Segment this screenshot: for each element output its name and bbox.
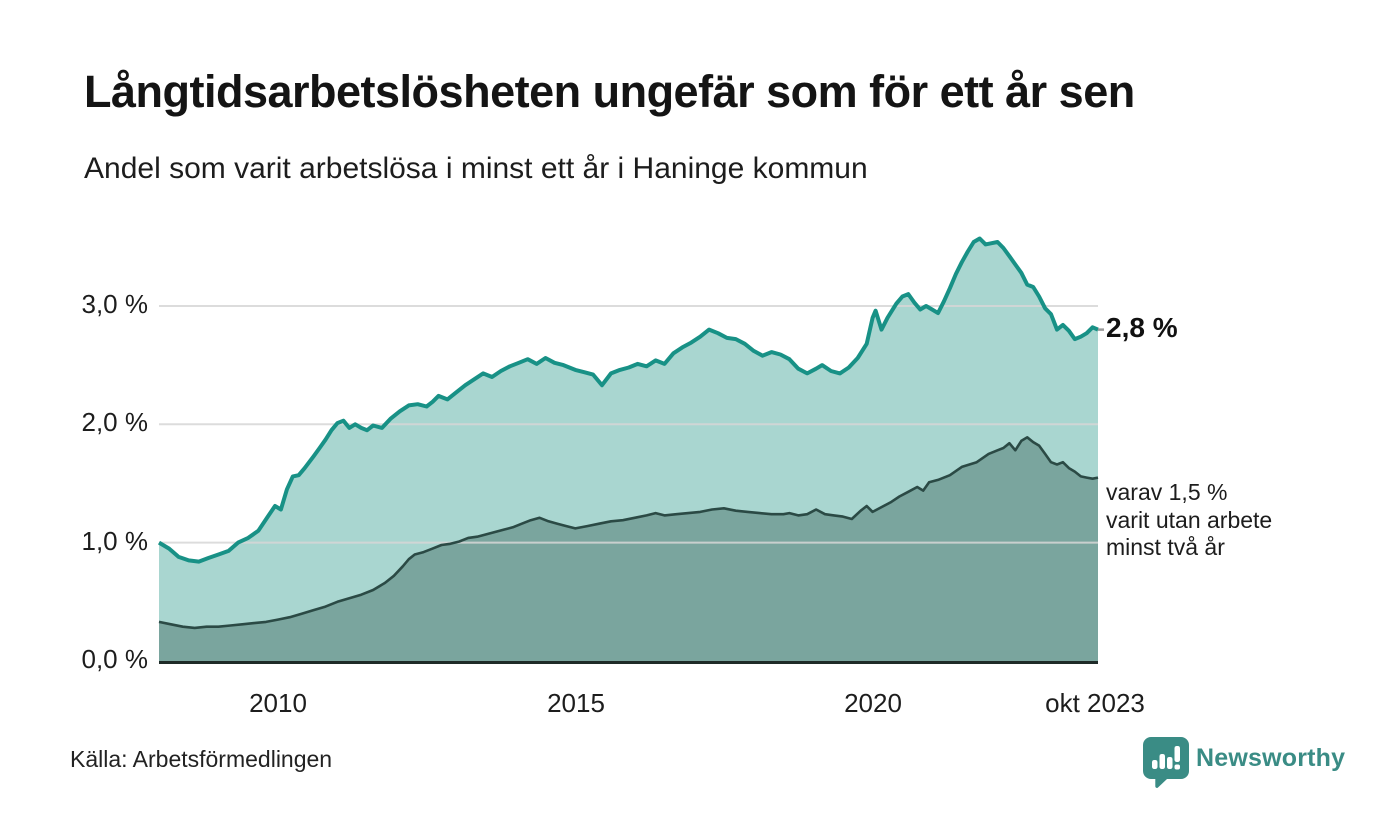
- x-tick-okt-2023: okt 2023: [1045, 688, 1145, 718]
- series2-line: [158, 436, 1099, 630]
- x-tick-2010: 2010: [249, 688, 307, 718]
- y-tick-2: 2,0 %: [81, 407, 149, 437]
- newsworthy-wordmark: Newsworthy: [1196, 744, 1346, 772]
- series2-end-note-line1: varav 1,5 %: [1106, 479, 1228, 506]
- y-tick-0: 0,0 %: [81, 644, 149, 674]
- source-note: Källa: Arbetsförmedlingen: [70, 746, 333, 772]
- logo-bar-2: [1159, 754, 1165, 769]
- y-tick-3: 3,0 %: [81, 289, 149, 319]
- series1-end-value-label: 2,8 %: [1106, 311, 1178, 343]
- page-subtitle: Andel som varit arbetslösa i minst ett å…: [84, 152, 868, 185]
- logo-bar-3: [1167, 757, 1173, 769]
- series1-line: [157, 236, 1099, 564]
- series2-area-fill: [159, 437, 1098, 661]
- x-tick-2020: 2020: [844, 688, 902, 718]
- series2-end-note-line3: minst två år: [1106, 534, 1225, 561]
- logo-bar-1: [1152, 760, 1158, 769]
- series2-end-note-line2: varit utan arbete: [1106, 506, 1273, 533]
- series2-end-note: varav 1,5 % varit utan arbete minst två …: [1106, 479, 1272, 562]
- page-title: Långtidsarbetslösheten ungefär som för e…: [84, 66, 1135, 117]
- y-tick-1: 1,0 %: [81, 526, 149, 556]
- logo-exclamation-bar: [1174, 746, 1180, 762]
- speech-bubble-shape: [1143, 737, 1189, 788]
- x-tick-2015: 2015: [547, 688, 605, 718]
- newsworthy-logo-icon: [1143, 737, 1189, 788]
- logo-exclamation-dot: [1174, 764, 1180, 770]
